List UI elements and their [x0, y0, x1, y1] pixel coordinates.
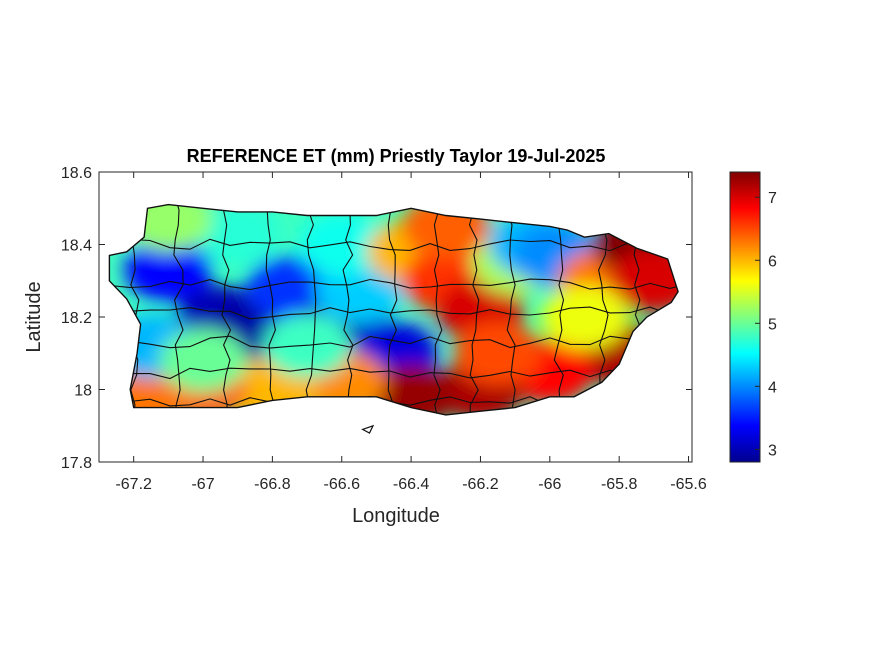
et-sample	[297, 212, 386, 277]
x-tick-label: -67	[191, 476, 214, 493]
boundary-line	[109, 238, 679, 252]
boundary-line	[468, 204, 480, 415]
x-axis-ticks: -67.2 -67 -66.8 -66.6 -66.4 -66.2 -66 -65.8 -65.…	[115, 172, 707, 493]
colorbar-tick-label: 7	[768, 190, 777, 207]
y-tick-label: 18.6	[61, 165, 92, 182]
et-sample	[159, 328, 247, 393]
x-tick-label: -65.6	[670, 476, 707, 493]
colorbar-tick-label: 5	[768, 316, 777, 333]
y-tick-label: 17.8	[61, 455, 92, 472]
x-tick-label: -66	[538, 476, 561, 493]
colorbar-tick-label: 4	[768, 379, 777, 396]
y-axis-ticks: 17.8 18 18.2 18.4 18.6	[61, 165, 692, 472]
et-sample	[124, 204, 213, 252]
colorbar-tick-label: 6	[768, 253, 777, 270]
x-tick-label: -66.2	[462, 476, 499, 493]
x-tick-label: -66.4	[393, 476, 430, 493]
x-axis-label: Longitude	[352, 505, 440, 527]
x-tick-label: -67.2	[115, 476, 152, 493]
x-tick-label: -65.8	[601, 476, 638, 493]
boundary-line	[109, 306, 679, 320]
y-axis-label: Latitude	[23, 281, 45, 352]
municipal-boundaries	[109, 204, 679, 415]
boundary-line	[505, 204, 516, 415]
boundary-line	[109, 367, 679, 380]
y-tick-label: 18.4	[61, 238, 92, 255]
boundary-line	[173, 204, 184, 415]
boundary-line	[109, 278, 679, 291]
boundary-line	[265, 204, 276, 415]
et-sample	[540, 285, 629, 349]
colorbar-ticks: 3 4 5 6 7	[755, 190, 777, 459]
islet-outline	[361, 424, 375, 434]
boundary-line	[342, 204, 354, 415]
boundary-line	[387, 204, 398, 415]
boundary-line	[433, 204, 443, 415]
et-sample	[263, 314, 352, 378]
boundary-line	[305, 204, 317, 415]
colorbar	[729, 171, 761, 463]
et-sample	[453, 321, 542, 386]
coastline	[108, 203, 679, 416]
colorbar-tick-label: 3	[768, 442, 777, 459]
boundary-line	[553, 204, 565, 415]
x-tick-label: -66.8	[254, 476, 291, 493]
y-tick-label: 18	[74, 383, 92, 400]
y-tick-label: 18.2	[61, 310, 92, 327]
x-tick-label: -66.6	[324, 476, 361, 493]
boundary-line	[109, 335, 679, 349]
chart-title: REFERENCE ET (mm) Priestly Taylor 19-Jul…	[187, 146, 606, 166]
et-sample	[193, 204, 282, 266]
boundary-line	[221, 204, 232, 415]
et-sample	[124, 237, 213, 302]
